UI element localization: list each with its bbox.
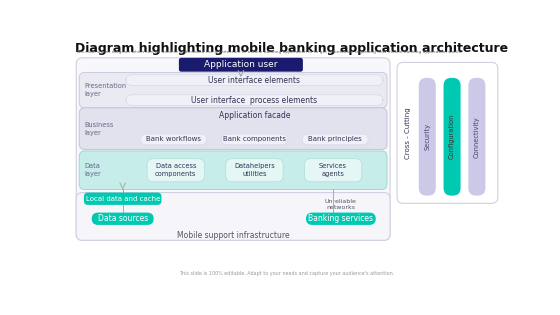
Text: Business
layer: Business layer (84, 122, 113, 136)
FancyBboxPatch shape (76, 58, 390, 240)
FancyBboxPatch shape (147, 159, 204, 182)
Text: Data
layer: Data layer (84, 163, 101, 177)
FancyBboxPatch shape (80, 151, 387, 190)
FancyBboxPatch shape (306, 213, 376, 225)
FancyBboxPatch shape (444, 78, 460, 196)
Text: Data access
components: Data access components (155, 163, 197, 177)
Text: Mobile support infrastructure: Mobile support infrastructure (177, 231, 290, 240)
FancyBboxPatch shape (305, 159, 362, 182)
FancyBboxPatch shape (468, 78, 486, 196)
Text: This slide shows diagram which can be used to understand the architecture of mob: This slide shows diagram which can be us… (76, 50, 463, 54)
FancyBboxPatch shape (419, 78, 436, 196)
FancyBboxPatch shape (126, 95, 383, 106)
FancyBboxPatch shape (222, 134, 287, 145)
Text: Bank principles: Bank principles (309, 136, 362, 142)
FancyBboxPatch shape (226, 159, 283, 182)
FancyBboxPatch shape (141, 134, 207, 145)
FancyBboxPatch shape (179, 58, 303, 72)
Text: Application user: Application user (204, 60, 278, 69)
Text: Local data and cache: Local data and cache (86, 196, 160, 202)
FancyBboxPatch shape (80, 72, 387, 108)
FancyBboxPatch shape (84, 192, 161, 205)
Text: User interface  process elements: User interface process elements (192, 96, 318, 105)
Text: Data sources: Data sources (97, 214, 148, 223)
FancyBboxPatch shape (76, 192, 390, 240)
Text: Banking services: Banking services (309, 214, 374, 223)
Text: This slide is 100% editable. Adapt to your needs and capture your audience's att: This slide is 100% editable. Adapt to yo… (179, 272, 395, 277)
Text: Diagram highlighting mobile banking application architecture: Diagram highlighting mobile banking appl… (76, 42, 508, 54)
FancyBboxPatch shape (397, 62, 498, 203)
Text: Presentation
layer: Presentation layer (84, 83, 126, 97)
Text: Connectivity: Connectivity (474, 116, 480, 158)
FancyBboxPatch shape (80, 108, 387, 149)
Text: Services
agents: Services agents (319, 163, 347, 177)
Text: Bank workflows: Bank workflows (146, 136, 201, 142)
Text: Cross - Cutting: Cross - Cutting (405, 107, 411, 159)
Text: Bank components: Bank components (223, 136, 286, 142)
FancyBboxPatch shape (126, 75, 383, 86)
Text: Security: Security (424, 123, 430, 150)
Text: Configuration: Configuration (449, 114, 455, 159)
FancyBboxPatch shape (92, 213, 153, 225)
Text: Application facade: Application facade (219, 111, 290, 120)
FancyBboxPatch shape (302, 134, 368, 145)
Text: Datahelpers
utilities: Datahelpers utilities (234, 163, 275, 177)
Text: Unreliable
networks: Unreliable networks (325, 199, 357, 210)
Text: User interface elements: User interface elements (208, 76, 301, 85)
